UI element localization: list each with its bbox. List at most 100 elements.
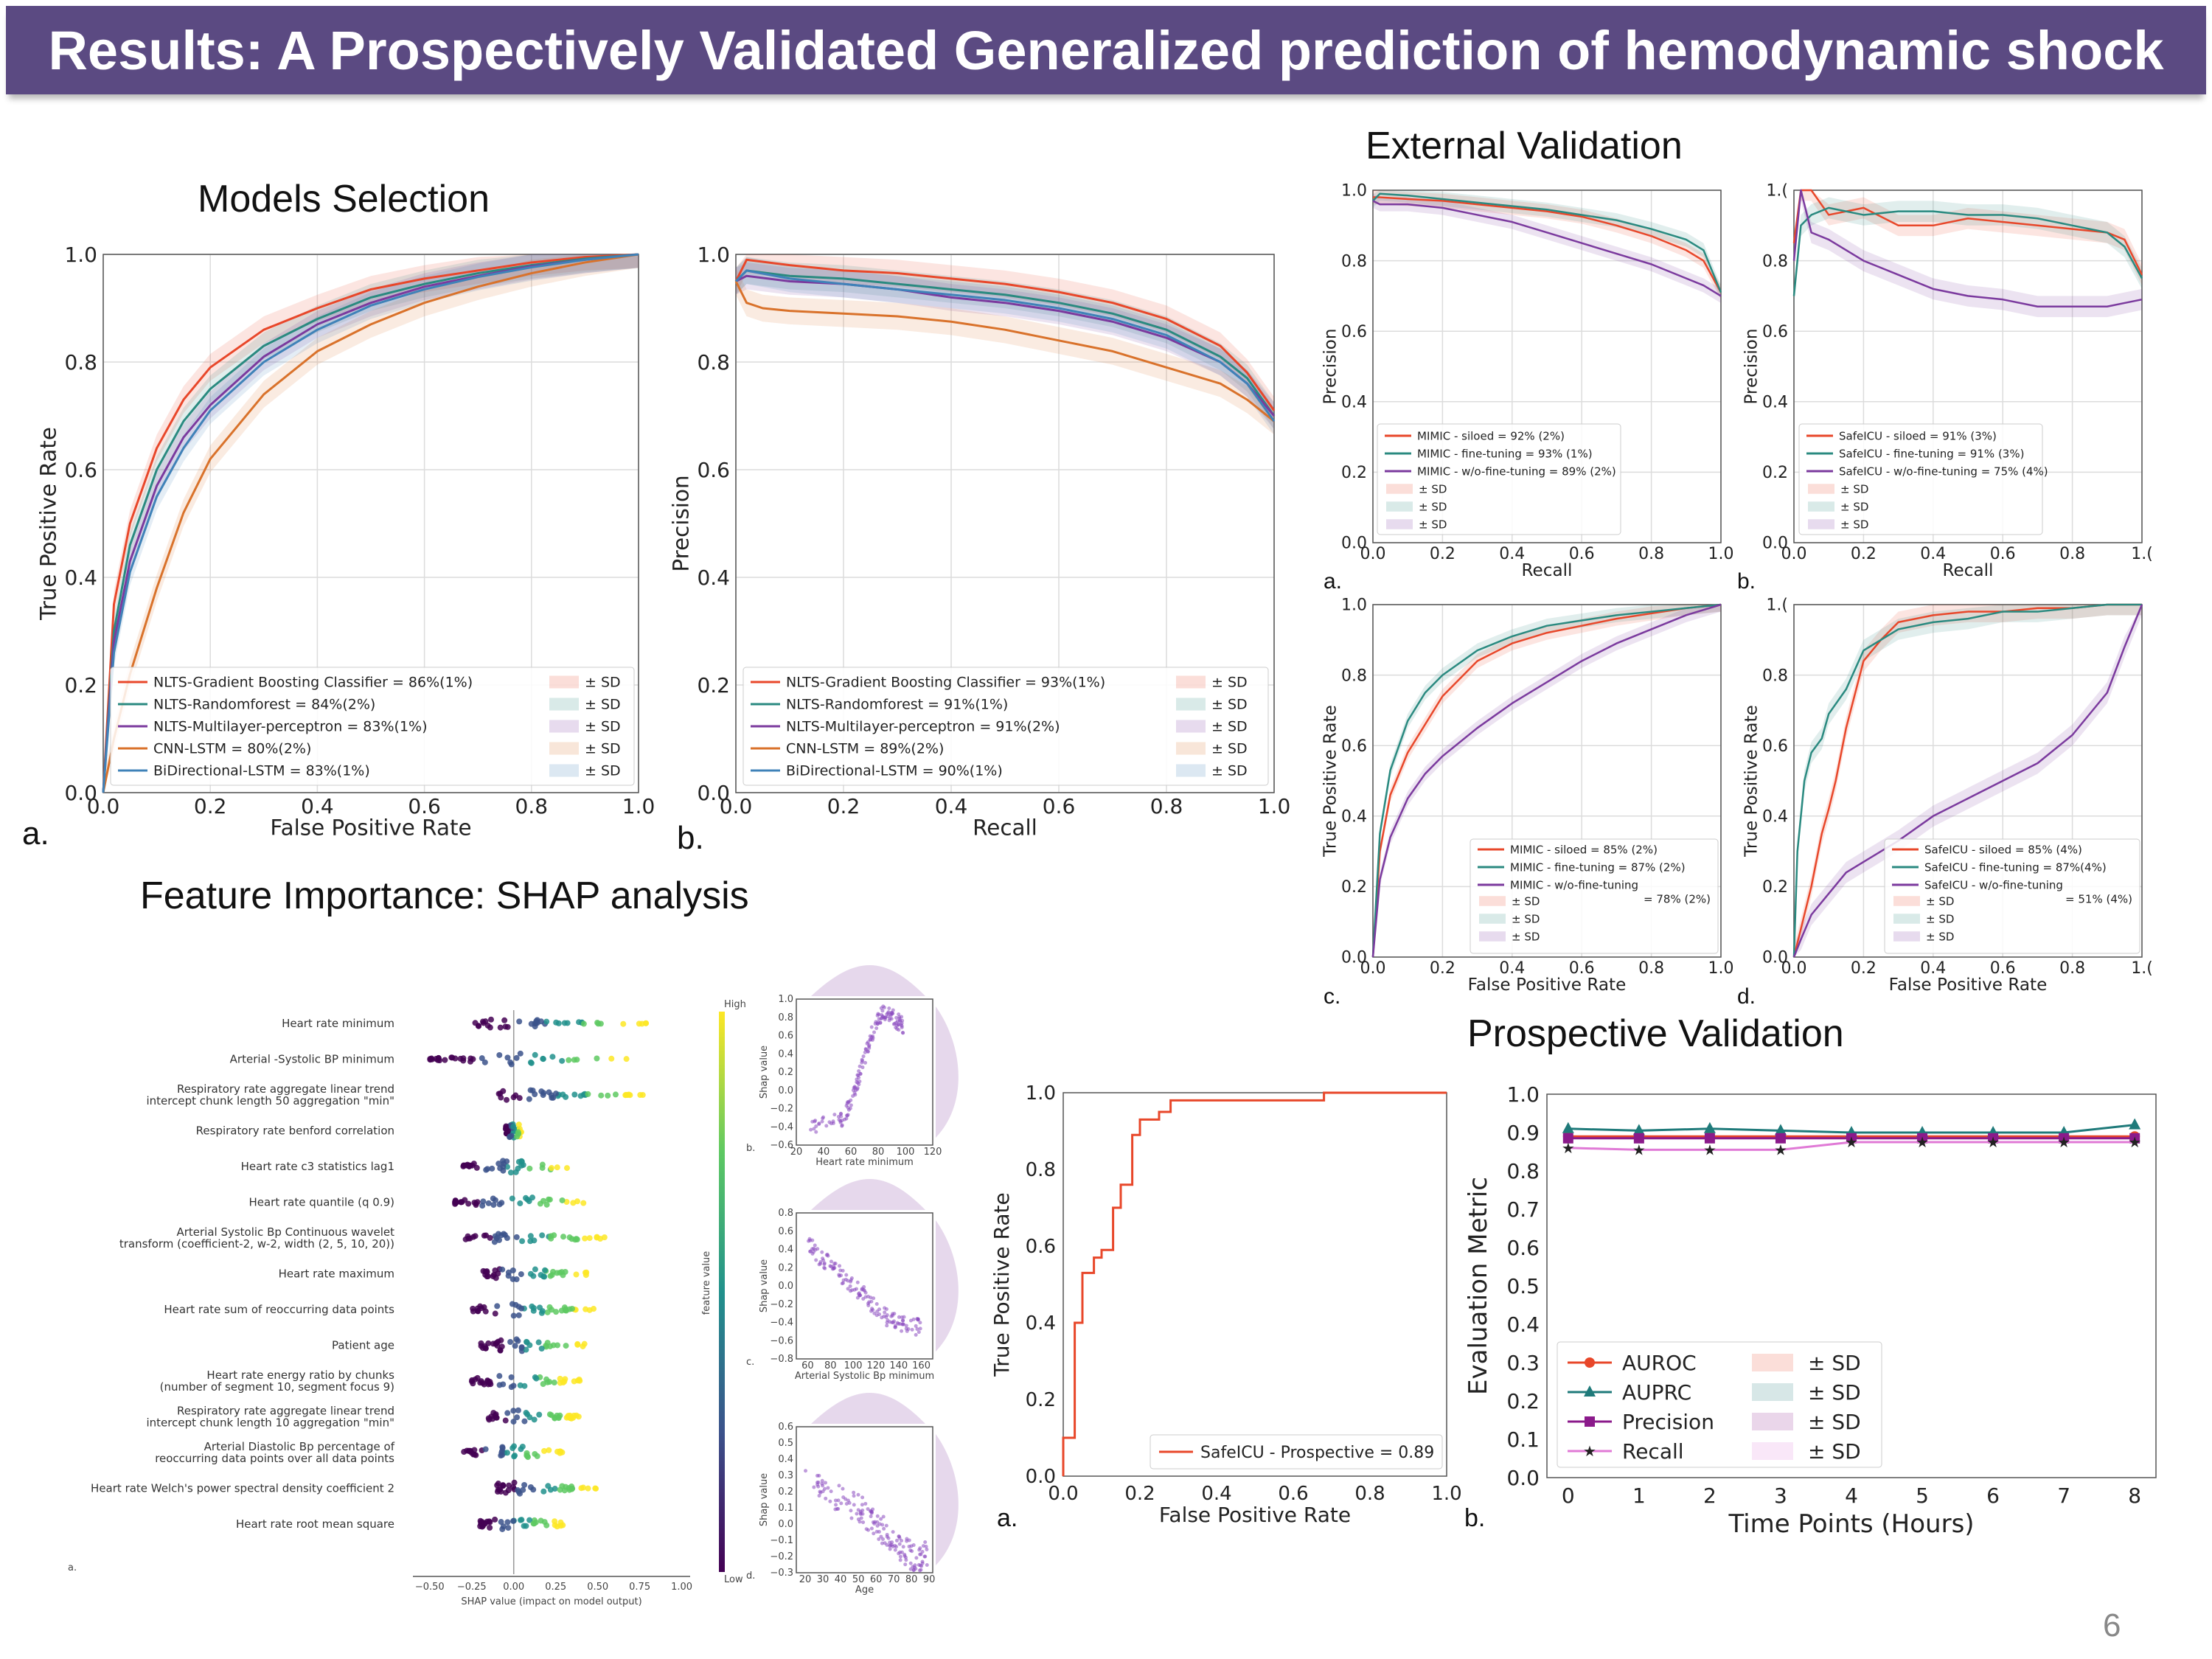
shap-point xyxy=(501,1161,507,1167)
y-tick-label: 0.2 xyxy=(697,673,730,698)
plot-frame xyxy=(796,998,933,1146)
dependence-point xyxy=(897,1551,901,1556)
dependence-point xyxy=(840,1123,844,1127)
x-tick-label: 0.2 xyxy=(194,794,227,818)
x-tick-label: 90 xyxy=(923,1574,936,1585)
shap-point xyxy=(473,1452,479,1458)
y-tick-label: 0.0 xyxy=(697,781,730,805)
dependence-point xyxy=(872,1531,876,1536)
sd-label: ± SD xyxy=(1512,930,1540,943)
series-line xyxy=(1792,604,2143,958)
dependence-point xyxy=(839,1273,844,1278)
shap-point xyxy=(498,1519,504,1526)
dependence-point xyxy=(871,1520,875,1524)
shap-point xyxy=(502,1417,509,1424)
panel-letter: a. xyxy=(68,1562,77,1573)
sd-swatch xyxy=(1176,720,1206,733)
y-axis-label: True Positive Rate xyxy=(36,427,61,621)
x-tick-label: 1.0 xyxy=(1431,1483,1461,1505)
feature-label: intercept chunk length 10 aggregation "m… xyxy=(146,1416,394,1430)
shap-point xyxy=(546,1196,553,1203)
dependence-point xyxy=(817,1262,821,1267)
y-tick-label: 0.4 xyxy=(697,566,730,590)
y-axis-label: True Positive Rate xyxy=(1321,705,1340,858)
dependence-point xyxy=(860,1059,865,1063)
dependence-point xyxy=(824,1496,828,1500)
shap-point xyxy=(598,1092,605,1099)
shap-point xyxy=(541,1447,548,1454)
legend-label: AUROC xyxy=(1622,1351,1697,1375)
y-axis-label: Evaluation Metric xyxy=(1464,1177,1493,1395)
shap-point xyxy=(563,1343,569,1349)
y-tick-label: 0.4 xyxy=(778,1454,793,1465)
x-tick-label: 0.8 xyxy=(2059,545,2085,563)
feature-label: Heart rate quantile (q 0.9) xyxy=(248,1196,394,1209)
shap-point xyxy=(517,1382,524,1388)
dependence-point xyxy=(820,1481,824,1486)
series-line xyxy=(734,269,1276,422)
x-tick-label: 0.4 xyxy=(1920,959,1946,978)
shap-point xyxy=(523,1523,529,1529)
sd-band xyxy=(736,254,1274,424)
dependence-point xyxy=(844,1502,849,1506)
x-tick-label: 6 xyxy=(1986,1484,2000,1508)
data-marker: ★ xyxy=(1632,1141,1646,1158)
y-tick-label: 0.8 xyxy=(778,1012,793,1023)
y-tick-label: 0.6 xyxy=(778,1031,793,1042)
shap-point xyxy=(497,1347,504,1354)
shap-point xyxy=(492,1310,498,1317)
dependence-point xyxy=(894,1545,899,1549)
shap-point xyxy=(517,1050,524,1057)
y-tick-label: 0.0 xyxy=(1762,949,1788,967)
legend-label: SafeICU - siloed = 85% (4%) xyxy=(1924,843,2082,856)
series-line xyxy=(1371,603,1722,958)
dependence-point xyxy=(846,1279,850,1283)
shap-point xyxy=(487,1234,493,1241)
sd-label: ± SD xyxy=(1211,675,1248,691)
shap-point xyxy=(532,1051,538,1058)
dependence-point xyxy=(897,1315,901,1319)
dependence-point xyxy=(846,1105,850,1110)
y-axis-label: True Positive Rate xyxy=(990,1192,1014,1377)
shap-point xyxy=(561,1487,568,1494)
sd-swatch xyxy=(1808,519,1834,529)
shap-point xyxy=(472,1020,479,1026)
shap-point xyxy=(526,1517,533,1523)
data-marker: ★ xyxy=(1583,1442,1596,1460)
dependence-point xyxy=(852,1091,857,1096)
shap-point xyxy=(568,1486,575,1492)
x-tick-label: 0.4 xyxy=(1499,959,1525,978)
shap-point xyxy=(526,1165,533,1172)
x-tick-label: 120 xyxy=(924,1147,942,1158)
shap-point xyxy=(496,1051,503,1058)
legend-label: BiDirectional-LSTM = 83%(1%) xyxy=(153,763,370,779)
dependence-point xyxy=(857,1082,861,1087)
shap-point xyxy=(557,1450,563,1456)
models-roc-panel: 0.00.0 0.2 0.2 0.4 0.4 0.6 0.6 0.8 0.8 1.0 1.0 Fals… xyxy=(36,243,655,841)
shap-point xyxy=(620,1020,627,1027)
shap-point xyxy=(504,1410,511,1416)
shap-point xyxy=(574,1237,580,1243)
dependence-point xyxy=(841,1486,845,1491)
shap-point xyxy=(514,1414,521,1421)
dependence-point xyxy=(863,1501,868,1506)
legend-label: NLTS-Multilayer-perceptron = 83%(1%) xyxy=(153,719,428,735)
legend-label: MIMIC - fine-tuning = 93% (1%) xyxy=(1417,447,1593,460)
dependence-point xyxy=(919,1552,923,1557)
dependence-point xyxy=(866,1507,870,1512)
shap-point xyxy=(504,1127,511,1134)
shap-point xyxy=(489,1165,495,1172)
dependence-point xyxy=(858,1064,862,1068)
shap-point xyxy=(452,1055,459,1062)
data-marker xyxy=(1917,1133,1928,1144)
shap-point xyxy=(482,1446,489,1453)
shap-point xyxy=(509,1267,516,1273)
panel-letter: a. xyxy=(1324,569,1343,594)
models-pr-panel: 0.00.0 0.2 0.2 0.4 0.4 0.6 0.6 0.8 0.8 1.0 1.0 Reca… xyxy=(669,243,1291,841)
shap-point xyxy=(504,1235,510,1242)
y-tick-label: 0.0 xyxy=(64,781,97,805)
shap-point xyxy=(490,1202,497,1208)
shap-point xyxy=(510,1123,517,1130)
feature-label: Respiratory rate benford correlation xyxy=(196,1124,394,1138)
shap-point xyxy=(507,1339,514,1346)
